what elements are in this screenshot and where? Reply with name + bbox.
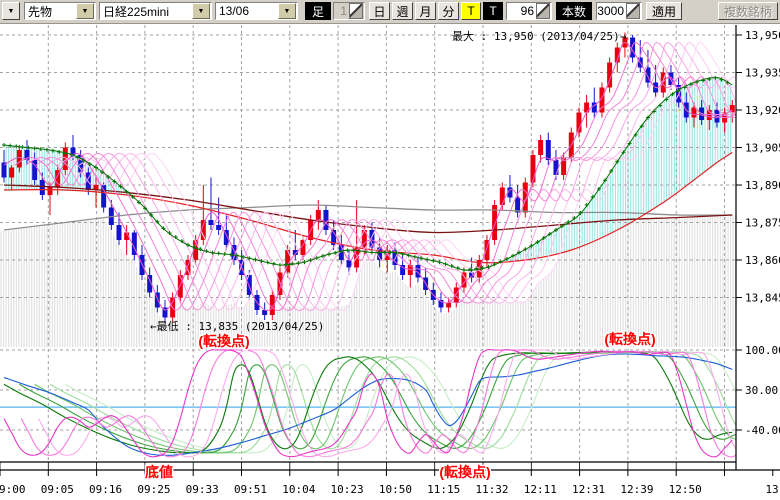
svg-text:-40.00: -40.00	[745, 424, 780, 437]
svg-text:09:33: 09:33	[186, 483, 219, 496]
svg-text:10:04: 10:04	[282, 483, 315, 496]
svg-text:底値: 底値	[145, 464, 173, 480]
svg-text:12:39: 12:39	[620, 483, 653, 496]
svg-text:13,950: 13,950	[745, 29, 780, 42]
main-panel-fills	[0, 77, 736, 347]
bar-interval-stepper[interactable]: 1	[333, 2, 365, 20]
period-button-label: 分	[442, 4, 455, 19]
svg-text:13,890: 13,890	[745, 179, 780, 192]
svg-text:09:51: 09:51	[234, 483, 267, 496]
apply-button[interactable]: 適用	[646, 2, 682, 20]
svg-text:12:11: 12:11	[524, 483, 557, 496]
tick-size-stepper[interactable]: 96	[506, 2, 552, 20]
contract-month-select[interactable]: 13/06 ▼	[215, 2, 298, 20]
period-button-month[interactable]: 月	[415, 2, 436, 20]
period-button-minute[interactable]: 分	[438, 2, 459, 20]
svg-text:13,875: 13,875	[745, 217, 780, 230]
svg-text:(転換点): (転換点)	[198, 333, 249, 349]
history-dropdown-button[interactable]: ▼	[2, 2, 20, 20]
svg-text:12:31: 12:31	[572, 483, 605, 496]
svg-text:(転換点): (転換点)	[604, 331, 655, 347]
period-button-label: 日	[373, 4, 386, 19]
spinner-icon[interactable]	[349, 3, 363, 19]
svg-text:09:25: 09:25	[137, 483, 170, 496]
bar-count-value: 3000	[597, 4, 624, 18]
chevron-down-icon[interactable]: ▼	[76, 3, 94, 19]
chevron-down-icon: ▼	[7, 7, 15, 15]
svg-text:13,860: 13,860	[745, 254, 780, 267]
oscillator-layer	[0, 348, 736, 458]
period-button-day[interactable]: 日	[369, 2, 390, 20]
svg-text:09:16: 09:16	[89, 483, 122, 496]
svg-text:最大 : 13,950 (2013/04/25)→: 最大 : 13,950 (2013/04/25)→	[452, 29, 627, 43]
bar-interval-value: 1	[340, 4, 347, 18]
svg-text:13,845: 13,845	[745, 292, 780, 305]
svg-text:(転換点): (転換点)	[439, 464, 490, 480]
period-button-label: 月	[419, 4, 432, 19]
market-select-value: 先物	[28, 4, 53, 19]
chevron-down-icon[interactable]: ▼	[192, 3, 210, 19]
period-button-tick-active[interactable]: T	[461, 2, 481, 20]
tick-label: T	[483, 2, 503, 20]
tick-size-value: 96	[520, 4, 534, 18]
period-button-week[interactable]: 週	[392, 2, 413, 20]
axis-labels-layer: 13,950 13,935 13,920 13,905 13,890 13,875 13,8…	[0, 29, 780, 496]
svg-text:13,905: 13,905	[745, 142, 780, 155]
bar-count-label: 本数	[556, 2, 592, 20]
contract-month-value: 13/06	[219, 4, 250, 18]
svg-text:11:32: 11:32	[475, 483, 508, 496]
svg-text:←最低 : 13,835 (2013/04/25): ←最低 : 13,835 (2013/04/25)	[150, 320, 324, 333]
symbol-select[interactable]: 日経225mini ▼	[99, 2, 212, 20]
ma-overlays-layer	[2, 42, 736, 311]
svg-text:10:50: 10:50	[379, 483, 412, 496]
chevron-down-icon[interactable]: ▼	[278, 3, 296, 19]
bar-count-stepper[interactable]: 3000	[596, 2, 642, 20]
svg-text:13,920: 13,920	[745, 104, 780, 117]
period-button-label: T	[467, 4, 475, 18]
multi-symbol-button-disabled[interactable]: 複数銘柄	[718, 2, 778, 20]
spinner-icon[interactable]	[536, 3, 550, 19]
spinner-icon[interactable]	[626, 3, 640, 19]
toolbar: ▼ 先物 ▼ 日経225mini ▼ 13/06 ▼ 足 1 日 週 月	[0, 0, 780, 24]
svg-text:12:50: 12:50	[669, 483, 702, 496]
bar-type-label: 足	[305, 2, 331, 20]
svg-text:09:05: 09:05	[41, 483, 74, 496]
apply-button-label: 適用	[651, 4, 676, 19]
axes-layer	[0, 25, 780, 476]
period-button-label: 週	[396, 4, 409, 19]
svg-text:13:05: 13:05	[765, 483, 780, 496]
symbol-select-value: 日経225mini	[103, 4, 170, 19]
multi-symbol-label: 複数銘柄	[723, 4, 772, 19]
annotations-layer: 最大 : 13,950 (2013/04/25)→ ←最低 : 13,835 (2…	[144, 29, 658, 482]
market-select[interactable]: 先物 ▼	[24, 2, 96, 20]
svg-text:09:00: 09:00	[0, 483, 26, 496]
svg-text:13,935: 13,935	[745, 67, 780, 80]
svg-text:10:23: 10:23	[331, 483, 364, 496]
svg-text:30.00: 30.00	[745, 384, 778, 397]
svg-text:100.00: 100.00	[745, 344, 780, 357]
svg-text:11:15: 11:15	[427, 483, 460, 496]
